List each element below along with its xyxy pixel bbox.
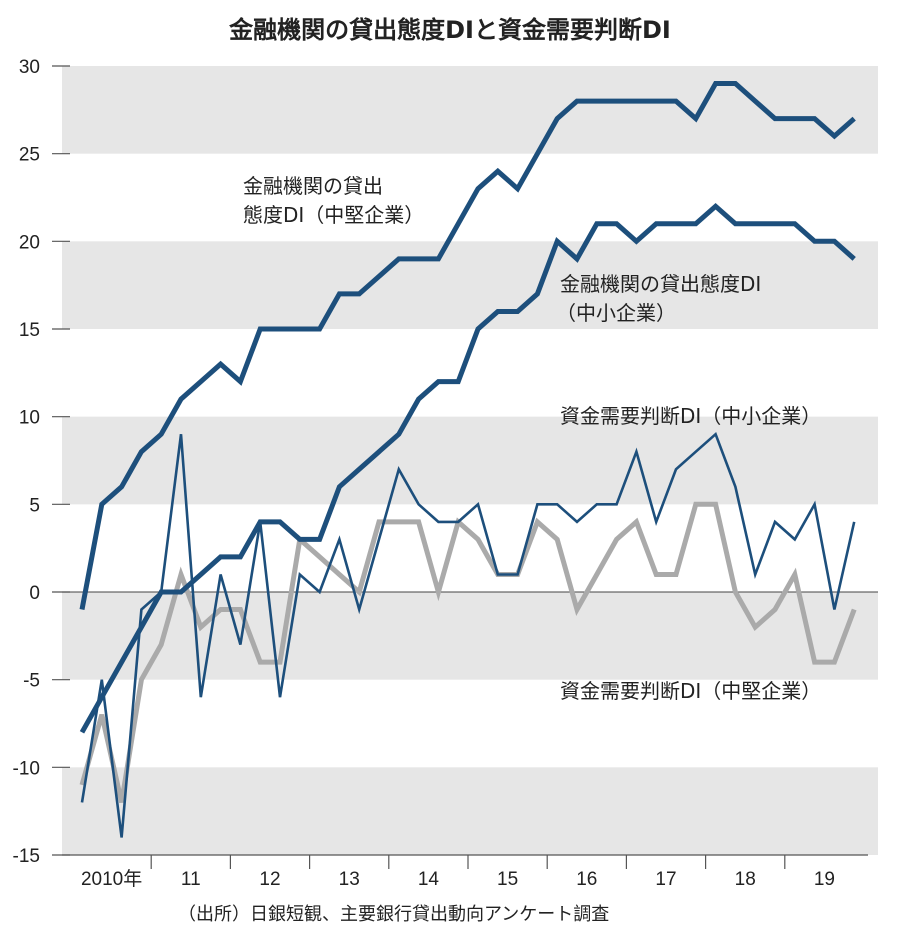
x-tick-label: 16 [576,869,597,890]
x-tick-label: 19 [814,869,835,890]
series-labels: 金融機関の貸出 態度DI（中堅企業） 金融機関の貸出態度DI （中小企業） 資金… [243,174,821,703]
label-mid-lending-line1: 金融機関の貸出 [243,174,383,198]
x-tick-label: 17 [655,869,676,890]
y-tick-label: 5 [29,495,40,516]
label-small-lending-line1: 金融機関の貸出態度DI [560,272,761,296]
grid-bands [62,66,878,855]
series-line [79,202,856,734]
grid-band [62,416,878,505]
x-tick-label: 2010年 [81,868,142,890]
y-axis: 30 25 20 15 10 5 0 -5 -10 -15 [13,57,878,867]
label-mid-demand: 資金需要判断DI（中堅企業） [560,679,821,703]
series-line [79,501,857,803]
series-line [80,431,856,838]
x-axis: 2010年 11 12 13 14 15 16 17 18 19 [62,854,868,890]
source-note: （出所）日銀短観、主要銀行貸出動向アンケート調査 [178,904,609,925]
y-tick-label: 10 [19,408,40,429]
y-tick-label: 20 [19,232,40,253]
grid-band [62,241,878,329]
chart-title: 金融機関の貸出態度DIと資金需要判断DI [228,16,671,44]
y-tick-label: 30 [19,57,40,78]
grid-band [62,767,878,855]
x-tick-label: 18 [735,869,756,890]
x-tick-label: 14 [418,869,440,890]
y-tick-label: -5 [23,671,40,692]
grid-band [62,592,878,680]
label-small-demand: 資金需要判断DI（中小企業） [560,404,821,428]
y-tick-label: 25 [19,145,40,166]
y-tick-label: 15 [19,320,40,341]
x-tick-label: 12 [259,869,280,890]
y-tick-label: 0 [29,583,40,604]
y-tick-label: -15 [13,846,40,867]
label-small-lending-line2: （中小企業） [556,301,676,325]
label-mid-lending-line2: 態度DI（中堅企業） [243,203,424,227]
series-line [79,81,856,610]
x-tick-label: 13 [339,869,360,890]
y-tick-label: -10 [13,758,40,779]
x-tick-label: 11 [181,869,201,890]
series-lines [79,81,857,838]
x-tick-label: 15 [497,869,518,890]
grid-band [62,66,878,154]
